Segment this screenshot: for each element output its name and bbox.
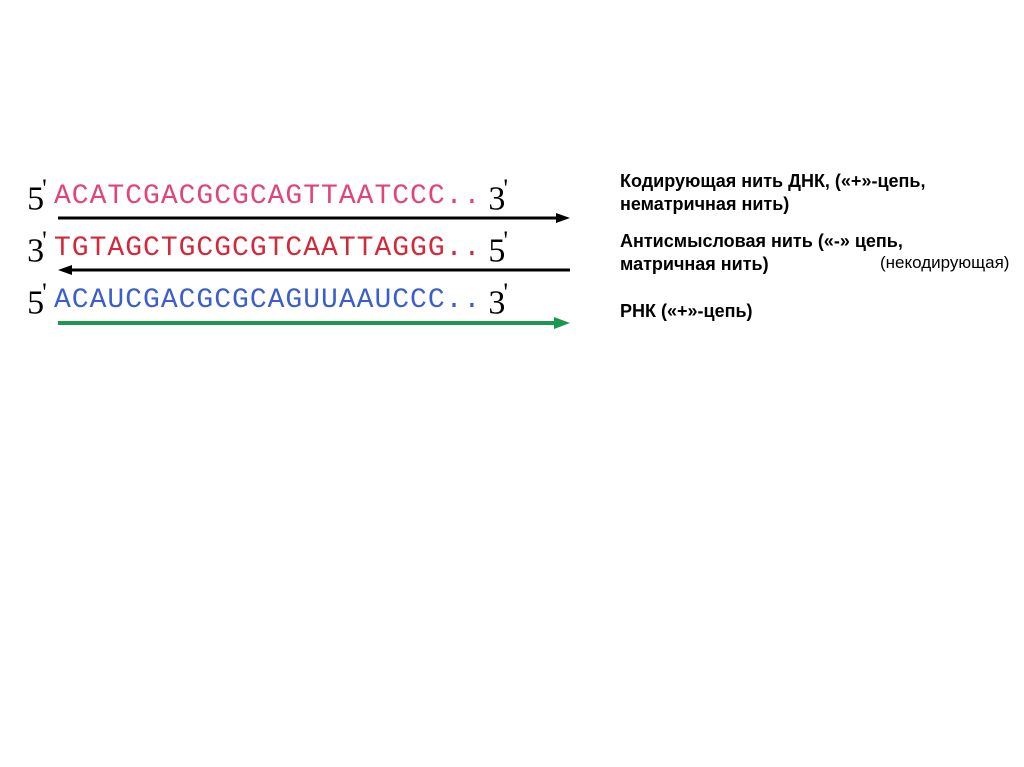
sequence-coding: ACATCGACGCGCAGTTAATCCC..	[54, 181, 481, 212]
description-coding: Кодирующая нить ДНК, («+»-цепь, нематрич…	[620, 170, 925, 217]
end-label-left-3: 5'	[20, 278, 54, 322]
end-label-right-2: 5'	[481, 226, 515, 270]
description-rna-l1: РНК («+»-цепь)	[620, 300, 753, 323]
sequence-rna: ACAUCGACGCGCAGUUAAUCCC..	[54, 285, 481, 316]
end-label-right-1: 3'	[481, 174, 515, 218]
end-label-left-1: 5'	[20, 174, 54, 218]
dna-rna-diagram: 5' ACATCGACGCGCAGTTAATCCC.. 3' 3' TGTAGC…	[20, 170, 1004, 326]
description-antisense: Антисмысловая нить («-» цепь, матричная …	[620, 230, 903, 277]
strand-row-rna: 5' ACAUCGACGCGCAGUUAAUCCC.. 3'	[20, 274, 1004, 326]
extra-note-antisense: (некодирующая)	[880, 253, 1009, 273]
description-rna: РНК («+»-цепь)	[620, 300, 753, 323]
end-label-right-3: 3'	[481, 278, 515, 322]
description-coding-l2: нематричная нить)	[620, 193, 925, 216]
description-antisense-l1: Антисмысловая нить («-» цепь,	[620, 230, 903, 253]
description-coding-l1: Кодирующая нить ДНК, («+»-цепь,	[620, 170, 925, 193]
sequence-antisense: TGTAGCTGCGCGTCAATTAGGG..	[54, 233, 481, 264]
description-antisense-l2: матричная нить)	[620, 253, 903, 276]
end-label-left-2: 3'	[20, 226, 54, 270]
